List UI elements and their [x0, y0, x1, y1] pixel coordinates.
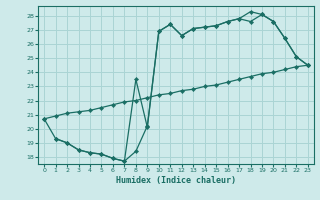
X-axis label: Humidex (Indice chaleur): Humidex (Indice chaleur): [116, 176, 236, 185]
